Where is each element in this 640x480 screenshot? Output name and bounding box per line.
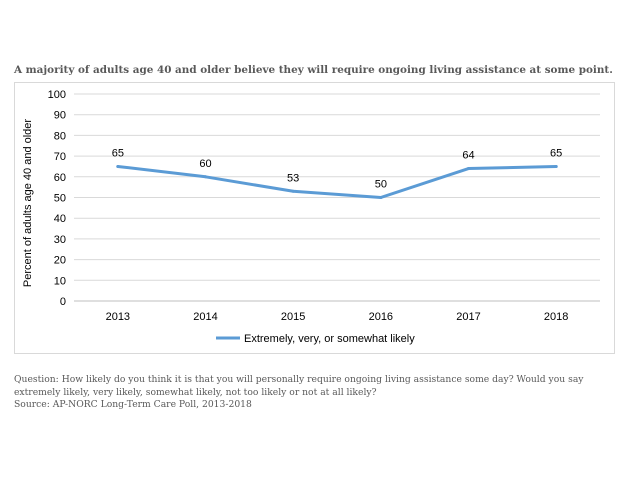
data-label: 50 [375,179,387,191]
data-label: 65 [112,147,124,159]
data-point [204,175,207,179]
y-tick-label: 50 [54,193,66,205]
series-lines [116,164,558,199]
y-tick-label: 90 [54,110,66,122]
data-point [467,167,470,171]
footnote: Question: How likely do you think it is … [14,374,634,412]
x-tick-label: 2017 [456,311,480,323]
legend-label: Extremely, very, or somewhat likely [244,333,415,345]
data-point [116,164,120,168]
x-tick-label: 2014 [193,311,217,323]
x-tick-label: 2016 [369,311,393,323]
legend: Extremely, very, or somewhat likely [216,333,415,345]
chart-title: A majority of adults age 40 and older be… [14,64,613,76]
series-line [116,164,558,199]
y-tick-label: 100 [48,89,66,101]
data-label: 53 [287,172,299,184]
data-point [291,189,295,193]
data-label: 65 [550,147,562,159]
y-tick-label: 40 [54,213,66,225]
data-labels: 65 60 53 50 64 65 [112,147,563,190]
y-tick-label: 70 [54,151,66,163]
y-tick-label: 20 [54,255,66,267]
gridlines [74,93,600,302]
x-tick-label: 2015 [281,311,305,323]
question-line-2: extremely likely, very likely, somewhat … [14,386,377,398]
data-label: 60 [199,158,211,170]
y-tick-label: 10 [54,275,66,287]
chart-frame [14,82,615,354]
x-tick-label: 2013 [106,311,130,323]
y-tick-label: 0 [60,296,66,308]
y-axis-label-wrap: Percent of adults age 40 and older [18,118,38,288]
y-tick-labels: 0 10 20 30 40 50 60 70 80 90 100 [48,89,66,308]
y-axis-label: Percent of adults age 40 and older [22,118,34,288]
y-tick-label: 30 [54,234,66,246]
y-tick-label: 60 [54,172,66,184]
data-label: 64 [462,150,474,162]
x-tick-labels: 2013 2014 2015 2016 2017 2018 [106,311,569,323]
question-line-1: Question: How likely do you think it is … [14,374,584,385]
data-point [554,164,558,168]
x-tick-label: 2018 [544,311,568,323]
data-point [379,196,383,199]
y-tick-label: 80 [54,130,66,142]
source-line: Source: AP-NORC Long-Term Care Poll, 201… [14,399,252,410]
